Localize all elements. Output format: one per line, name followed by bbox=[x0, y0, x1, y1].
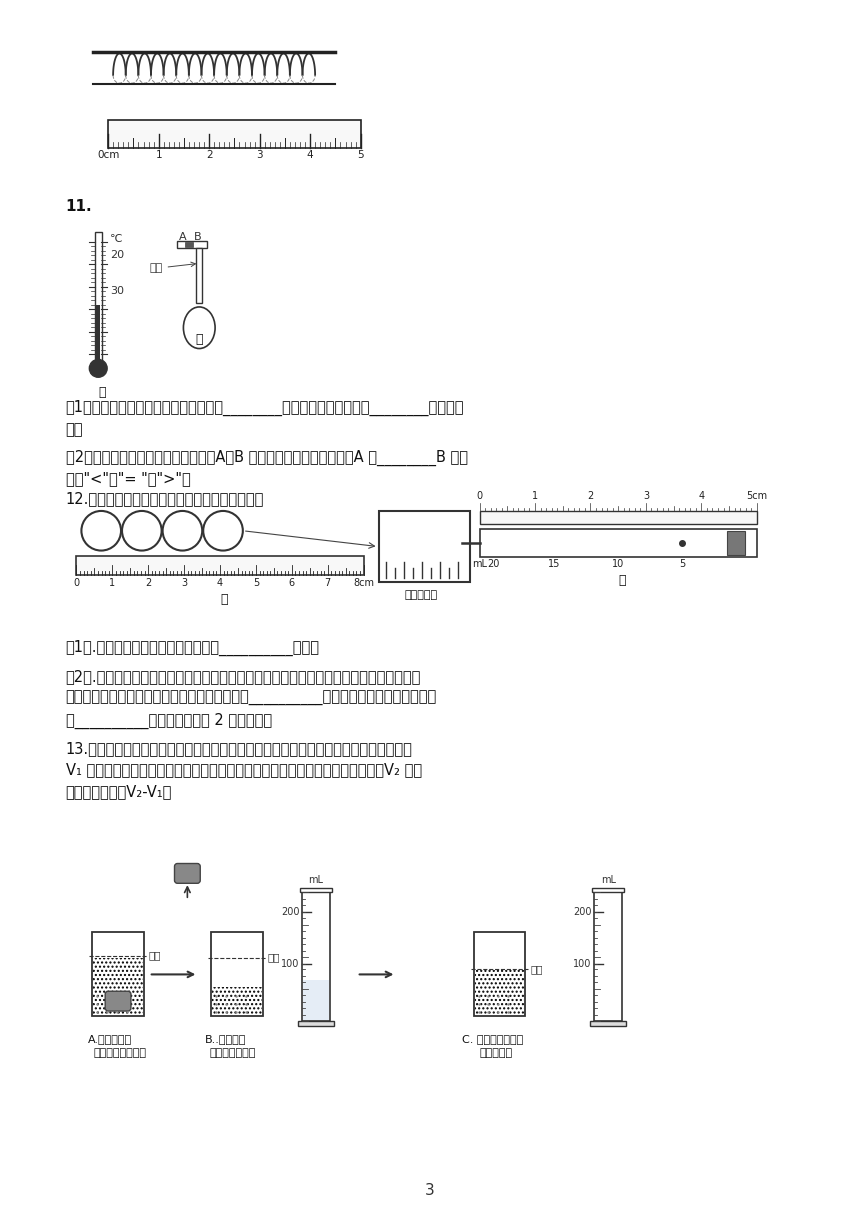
Text: 液柱: 液柱 bbox=[150, 263, 195, 274]
Text: （准备补充水）: （准备补充水） bbox=[209, 1048, 255, 1058]
Text: 4: 4 bbox=[307, 151, 314, 161]
Text: 的。: 的。 bbox=[65, 422, 83, 437]
Bar bbox=[95, 232, 102, 365]
Text: 11.: 11. bbox=[65, 199, 92, 214]
Text: 200: 200 bbox=[280, 907, 299, 917]
Text: 乙: 乙 bbox=[195, 333, 203, 345]
Text: （填"<"、"= "或">"）: （填"<"、"= "或">"） bbox=[65, 472, 190, 486]
Circle shape bbox=[203, 511, 243, 551]
Text: 8cm: 8cm bbox=[353, 579, 374, 589]
Bar bbox=[186, 242, 194, 247]
Bar bbox=[96, 305, 101, 360]
Text: 5: 5 bbox=[679, 559, 685, 569]
Text: mL: mL bbox=[309, 876, 323, 885]
Bar bbox=[300, 888, 332, 893]
Text: 12.小杭同学学习了长度测量做了下列两个实验：: 12.小杭同学学习了长度测量做了下列两个实验： bbox=[65, 491, 264, 506]
Text: 0cm: 0cm bbox=[97, 151, 120, 161]
Text: 3: 3 bbox=[181, 579, 187, 589]
Text: 1: 1 bbox=[532, 491, 538, 501]
Circle shape bbox=[163, 511, 202, 551]
Bar bbox=[727, 530, 745, 554]
Text: 局部放大图: 局部放大图 bbox=[404, 590, 438, 601]
Text: 4: 4 bbox=[217, 579, 223, 589]
Bar bbox=[474, 931, 525, 1017]
Bar bbox=[304, 980, 329, 1020]
Text: 2: 2 bbox=[145, 579, 151, 589]
Text: V₁ ，然后轻轻放入石块，使量筒里的水完全浸没石块，记下此时水及石块的体积V₂ ，计: V₁ ，然后轻轻放入石块，使量筒里的水完全浸没石块，记下此时水及石块的体积V₂ … bbox=[65, 762, 421, 777]
Text: 0: 0 bbox=[73, 579, 79, 589]
Text: 4: 4 bbox=[698, 491, 704, 501]
Text: mL: mL bbox=[601, 876, 616, 885]
Text: 200: 200 bbox=[573, 907, 592, 917]
Text: 20: 20 bbox=[488, 559, 500, 569]
Text: 5: 5 bbox=[358, 151, 364, 161]
Text: 甲: 甲 bbox=[220, 593, 228, 606]
Text: 甲: 甲 bbox=[98, 387, 106, 399]
Text: 1: 1 bbox=[156, 151, 162, 161]
Bar bbox=[108, 120, 360, 147]
Text: mL: mL bbox=[472, 559, 487, 569]
Bar bbox=[594, 893, 622, 1021]
FancyBboxPatch shape bbox=[175, 863, 200, 883]
Circle shape bbox=[122, 511, 162, 551]
Text: 标记: 标记 bbox=[267, 952, 280, 963]
Text: （2）如图乙是气体温度计的示意图，A、B 两处对应的温度的关系是：A 处________B 处。: （2）如图乙是气体温度计的示意图，A、B 两处对应的温度的关系是：A 处____… bbox=[65, 450, 468, 466]
Text: 6: 6 bbox=[289, 579, 295, 589]
Text: 算石块的体积为V₂-V₁。: 算石块的体积为V₂-V₁。 bbox=[65, 784, 172, 799]
Text: A: A bbox=[179, 231, 187, 242]
Text: ℃: ℃ bbox=[110, 233, 123, 243]
Text: 20: 20 bbox=[110, 249, 124, 259]
Bar bbox=[378, 511, 470, 582]
Text: 2: 2 bbox=[206, 151, 212, 161]
Text: A.加水到标记: A.加水到标记 bbox=[89, 1034, 132, 1043]
Text: 标记: 标记 bbox=[149, 951, 162, 961]
Bar bbox=[480, 529, 757, 557]
Bar bbox=[196, 248, 202, 303]
Bar bbox=[475, 970, 524, 1015]
Bar bbox=[92, 931, 144, 1017]
Text: 2: 2 bbox=[587, 491, 593, 501]
Text: 乙: 乙 bbox=[618, 574, 626, 587]
Text: 0: 0 bbox=[476, 491, 482, 501]
Text: 为__________平方厘米（保留 2 位小数）。: 为__________平方厘米（保留 2 位小数）。 bbox=[65, 713, 272, 730]
Bar bbox=[212, 931, 262, 1017]
Text: B: B bbox=[194, 231, 201, 242]
Text: 100: 100 bbox=[281, 958, 299, 968]
Text: 3: 3 bbox=[425, 1183, 435, 1198]
Text: 3: 3 bbox=[256, 151, 263, 161]
Bar bbox=[77, 556, 364, 575]
FancyBboxPatch shape bbox=[105, 991, 131, 1010]
Bar bbox=[302, 893, 330, 1021]
Bar bbox=[593, 888, 624, 893]
Bar bbox=[177, 241, 207, 248]
Bar bbox=[212, 987, 261, 1015]
Circle shape bbox=[89, 360, 108, 377]
Text: 30: 30 bbox=[110, 286, 124, 297]
Bar bbox=[591, 1021, 626, 1026]
Ellipse shape bbox=[183, 306, 215, 349]
Text: 10: 10 bbox=[612, 559, 624, 569]
Text: 3: 3 bbox=[642, 491, 649, 501]
Text: 7: 7 bbox=[324, 579, 331, 589]
Text: 15: 15 bbox=[548, 559, 561, 569]
Bar bbox=[298, 1021, 334, 1026]
Text: 5cm: 5cm bbox=[746, 491, 767, 501]
Text: 5: 5 bbox=[253, 579, 259, 589]
Text: （2）.如图乙所示，是一个医用注射器，注射器上的刻度表示活塞拉到该位置时，针筒内部: （2）.如图乙所示，是一个医用注射器，注射器上的刻度表示活塞拉到该位置时，针筒内… bbox=[65, 669, 421, 685]
Text: 1: 1 bbox=[109, 579, 115, 589]
Text: 100: 100 bbox=[573, 958, 592, 968]
Circle shape bbox=[82, 511, 121, 551]
Text: 的容积。用刻度尺测出注射器全部刻度的长度为__________厘米，计算出活塞的横截面积: 的容积。用刻度尺测出注射器全部刻度的长度为__________厘米，计算出活塞的… bbox=[65, 691, 437, 706]
Text: B..取出矿石: B..取出矿石 bbox=[206, 1034, 247, 1043]
Text: 13.用量筒测量小石块的体积。甲同学的做法是：在量筒里注入适量的水，记下水的体积: 13.用量筒测量小石块的体积。甲同学的做法是：在量筒里注入适量的水，记下水的体积 bbox=[65, 741, 413, 755]
Bar bbox=[480, 511, 757, 524]
Text: 标记: 标记 bbox=[530, 964, 543, 974]
Text: （1）如图甲是某地室外气温，其示数为________。该水银温度计是根据________原理制成: （1）如图甲是某地室外气温，其示数为________。该水银温度计是根据____… bbox=[65, 400, 464, 416]
Text: 杯中至标记: 杯中至标记 bbox=[480, 1048, 513, 1058]
Text: （1）.用如图甲方法测得的硬币直径为__________厘米。: （1）.用如图甲方法测得的硬币直径为__________厘米。 bbox=[65, 640, 320, 655]
Text: C. 将量筒中水倒入: C. 将量筒中水倒入 bbox=[462, 1034, 523, 1043]
Text: （矿石浸没水中）: （矿石浸没水中） bbox=[93, 1048, 146, 1058]
Bar bbox=[93, 957, 143, 1015]
